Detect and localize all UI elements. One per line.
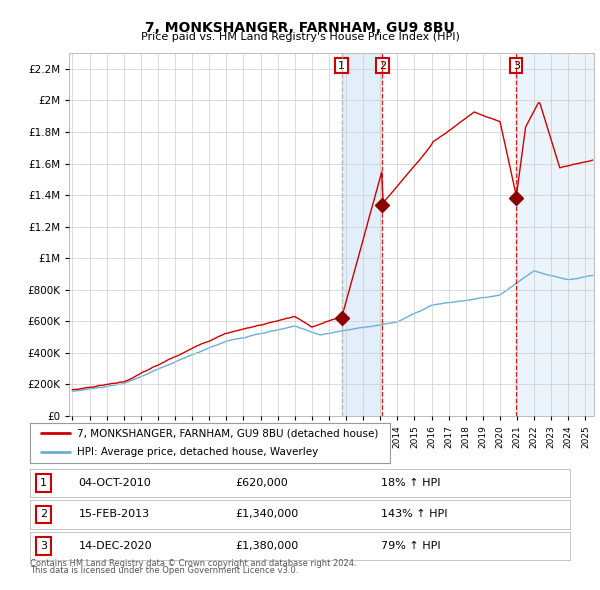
Text: 7, MONKSHANGER, FARNHAM, GU9 8BU (detached house): 7, MONKSHANGER, FARNHAM, GU9 8BU (detach… <box>77 428 378 438</box>
Text: 2: 2 <box>40 510 47 519</box>
Text: 3: 3 <box>40 541 47 550</box>
Text: Contains HM Land Registry data © Crown copyright and database right 2024.: Contains HM Land Registry data © Crown c… <box>30 559 356 568</box>
Text: 18% ↑ HPI: 18% ↑ HPI <box>381 478 440 488</box>
Text: 15-FEB-2013: 15-FEB-2013 <box>79 510 150 519</box>
Text: 143% ↑ HPI: 143% ↑ HPI <box>381 510 448 519</box>
Bar <box>342 53 382 416</box>
Text: 1: 1 <box>40 478 47 488</box>
Text: £1,340,000: £1,340,000 <box>235 510 298 519</box>
Text: £1,380,000: £1,380,000 <box>235 541 298 550</box>
Bar <box>516 53 594 416</box>
Text: 79% ↑ HPI: 79% ↑ HPI <box>381 541 440 550</box>
Text: 04-OCT-2010: 04-OCT-2010 <box>79 478 151 488</box>
Text: Price paid vs. HM Land Registry's House Price Index (HPI): Price paid vs. HM Land Registry's House … <box>140 32 460 42</box>
Text: 7, MONKSHANGER, FARNHAM, GU9 8BU: 7, MONKSHANGER, FARNHAM, GU9 8BU <box>145 21 455 35</box>
Text: HPI: Average price, detached house, Waverley: HPI: Average price, detached house, Wave… <box>77 447 318 457</box>
Text: 1: 1 <box>338 61 345 71</box>
Text: 2: 2 <box>379 61 386 71</box>
Text: 3: 3 <box>512 61 520 71</box>
Text: This data is licensed under the Open Government Licence v3.0.: This data is licensed under the Open Gov… <box>30 566 298 575</box>
Text: 14-DEC-2020: 14-DEC-2020 <box>79 541 152 550</box>
Text: £620,000: £620,000 <box>235 478 288 488</box>
